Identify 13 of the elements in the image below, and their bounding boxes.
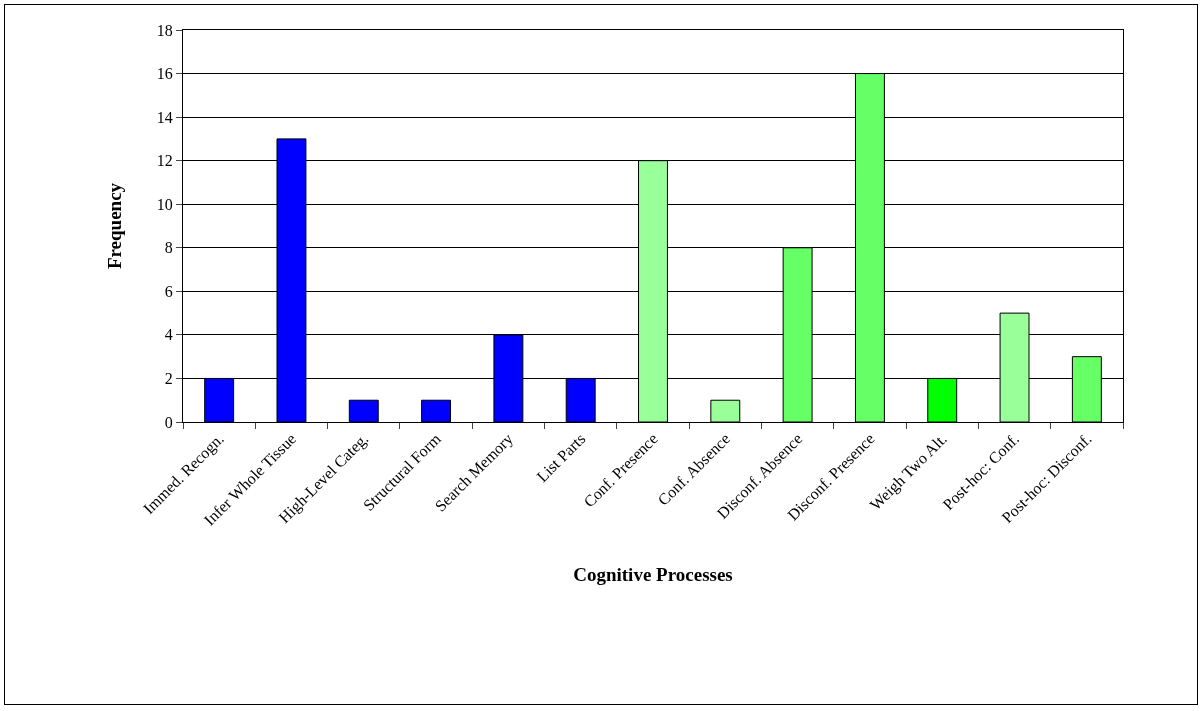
y-tick-label: 0: [164, 413, 173, 431]
y-tick-label: 6: [164, 282, 173, 300]
y-tick-label: 2: [164, 370, 173, 388]
y-tick-label: 14: [156, 108, 173, 126]
x-tick-label: List Parts: [533, 429, 589, 486]
y-tick-label: 12: [156, 152, 173, 170]
y-tick-label: 8: [164, 239, 173, 257]
x-axis-title: Cognitive Processes: [573, 564, 733, 586]
y-tick-label: 16: [156, 65, 173, 83]
y-tick-label: 4: [164, 326, 173, 344]
y-tick-label: 10: [156, 195, 173, 213]
y-tick-label: 18: [156, 21, 173, 39]
y-axis-title: Frequency: [103, 182, 125, 270]
